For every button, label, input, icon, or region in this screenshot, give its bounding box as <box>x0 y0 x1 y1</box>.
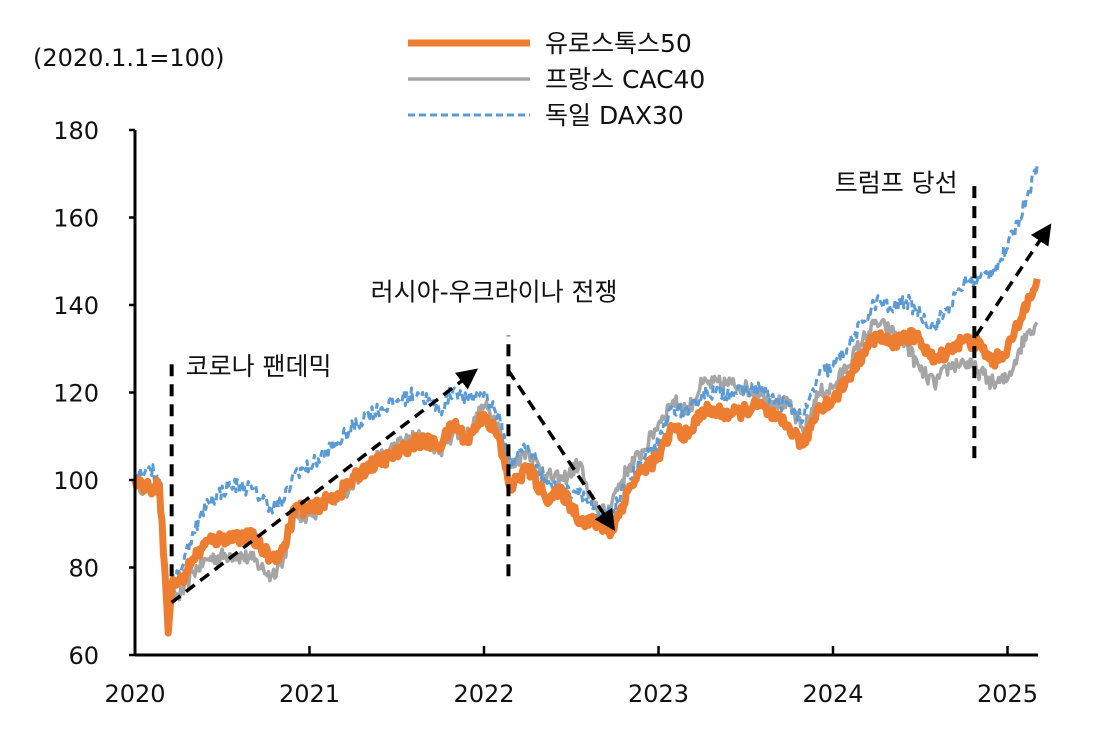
x-tick-label: 2020 <box>104 680 165 708</box>
y-tick-label: 180 <box>53 117 99 145</box>
axes-layer: 60 80 100 120 140 160 180 2020 2021 2022 2023 2024 2… <box>33 44 1038 708</box>
x-tick-label: 2024 <box>802 680 863 708</box>
x-tick-label: 2023 <box>628 680 689 708</box>
series-line-2 <box>134 164 1039 631</box>
legend-label-2: 독일 DAX30 <box>545 101 684 130</box>
x-tick-label: 2022 <box>453 680 514 708</box>
event-annotation-1: 러시아-우크라이나 전쟁 <box>371 278 618 307</box>
legend: 유로스톡스50 프랑스 CAC40 독일 DAX30 <box>408 29 705 130</box>
x-tick-label: 2021 <box>279 680 340 708</box>
legend-label-1: 프랑스 CAC40 <box>545 65 705 94</box>
legend-label-0: 유로스톡스50 <box>545 29 692 58</box>
series-layer <box>131 164 1041 637</box>
y-tick-label: 160 <box>53 205 99 233</box>
trend-arrow-2 <box>974 223 1052 337</box>
y-tick-label: 60 <box>68 642 99 670</box>
x-tick-label: 2025 <box>977 680 1038 708</box>
y-tick-label: 80 <box>68 555 99 583</box>
annotation-layer: 코로나 팬데믹 러시아-우크라이나 전쟁 트럼프 당선 <box>169 168 1052 604</box>
unit-label: (2020.1.1=100) <box>33 44 225 72</box>
trend-arrow-1 <box>506 369 616 532</box>
trend-arrow-0 <box>170 368 479 604</box>
series-line-0 <box>131 278 1041 637</box>
event-annotation-2: 트럼프 당선 <box>835 168 958 197</box>
y-tick-label: 120 <box>53 380 99 408</box>
y-tick-label: 140 <box>53 292 99 320</box>
event-annotation-0: 코로나 팬데믹 <box>186 352 332 381</box>
y-tick-label: 100 <box>53 467 99 495</box>
